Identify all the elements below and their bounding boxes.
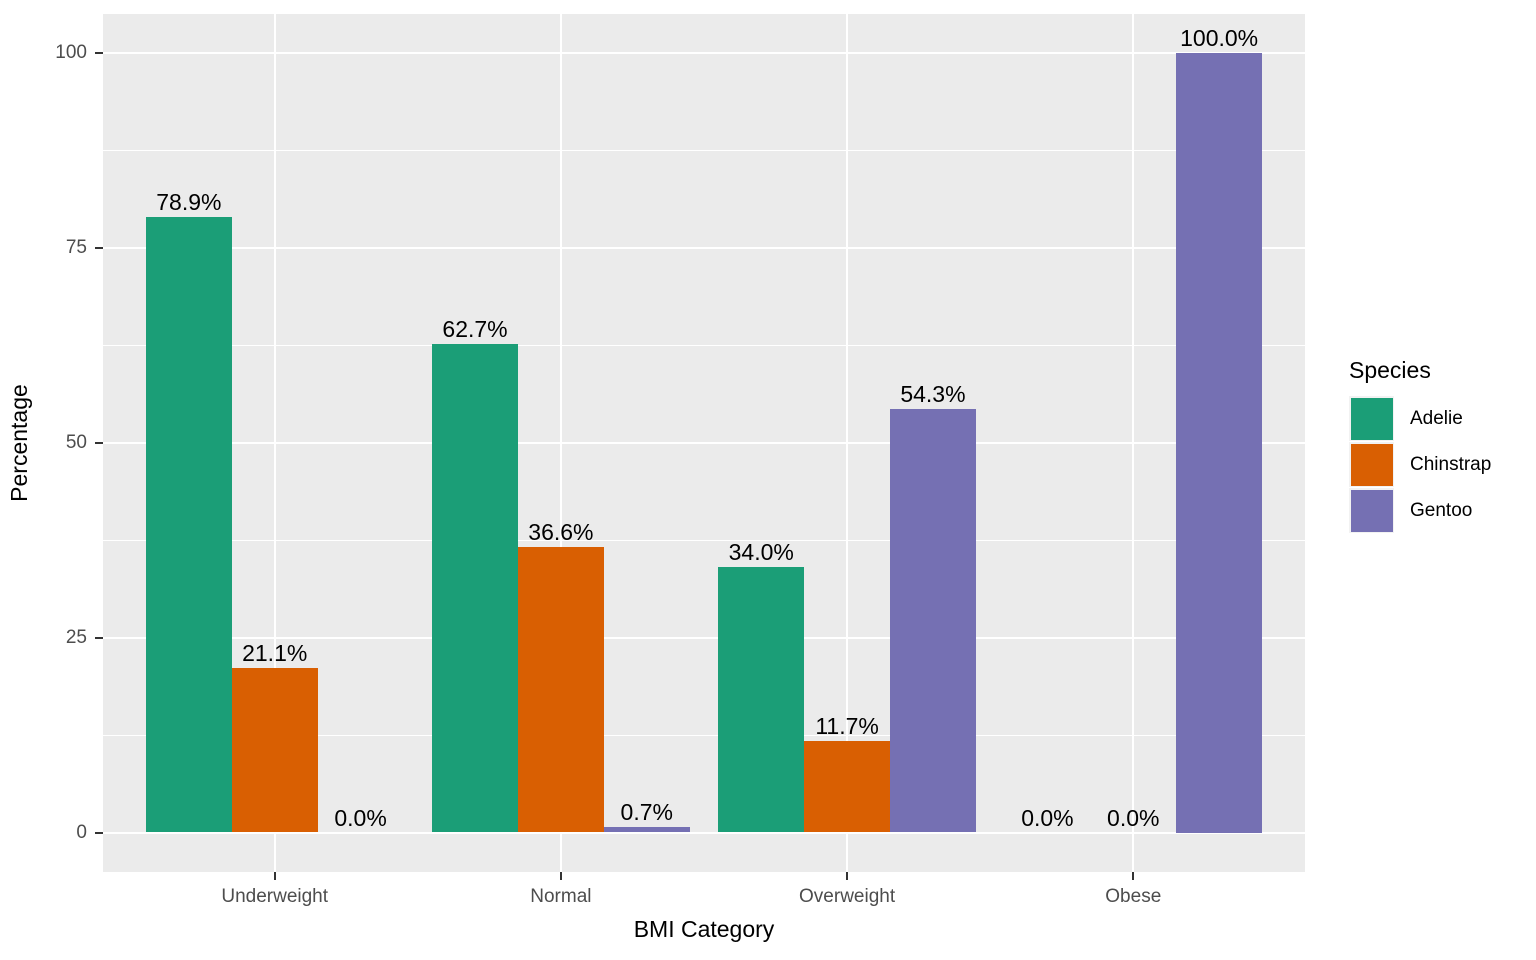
bar-gentoo-obese xyxy=(1176,53,1263,833)
bar-value-label-chinstrap-obese: 0.0% xyxy=(1107,804,1160,831)
bar-value-label-adelie-normal: 62.7% xyxy=(442,315,508,342)
legend-label-adelie: Adelie xyxy=(1410,407,1463,429)
gridline-major-horizontal xyxy=(103,52,1305,54)
bar-gentoo-overweight xyxy=(890,409,976,833)
bar-value-label-adelie-obese: 0.0% xyxy=(1021,804,1074,831)
legend-item-chinstrap: Chinstrap xyxy=(1349,442,1491,487)
bar-value-label-chinstrap-underweight: 21.1% xyxy=(242,640,308,667)
gridline-major-horizontal xyxy=(103,441,1305,444)
gridline-minor-horizontal xyxy=(103,344,1305,346)
bar-chinstrap-overweight xyxy=(804,741,890,833)
bar-value-label-chinstrap-overweight: 11.7% xyxy=(815,713,879,740)
legend-swatch-chinstrap xyxy=(1350,443,1393,486)
y-tick-mark xyxy=(95,246,103,249)
x-tick-label: Obese xyxy=(1105,886,1162,907)
legend-item-adelie: Adelie xyxy=(1349,396,1491,441)
bar-value-label-gentoo-normal: 0.7% xyxy=(620,799,673,826)
x-tick-mark xyxy=(846,872,849,880)
legend-label-chinstrap: Chinstrap xyxy=(1410,453,1492,475)
gridline-minor-horizontal xyxy=(103,149,1305,151)
legend-items: Adelie Chinstrap Gentoo xyxy=(1349,396,1491,533)
bar-value-label-gentoo-obese: 100.0% xyxy=(1180,25,1259,51)
legend-label-gentoo: Gentoo xyxy=(1410,499,1473,521)
x-axis-title: BMI Category xyxy=(633,916,775,942)
y-tick-mark xyxy=(95,441,103,444)
y-tick-label: 25 xyxy=(65,626,87,648)
legend-title: Species xyxy=(1349,357,1431,383)
y-tick-label: 0 xyxy=(76,821,87,843)
gridline-major-vertical xyxy=(559,14,562,872)
bar-value-label-gentoo-overweight: 54.3% xyxy=(900,381,966,408)
bar-gentoo-normal xyxy=(603,827,690,833)
legend-key xyxy=(1349,488,1394,533)
legend-item-gentoo: Gentoo xyxy=(1349,488,1491,533)
gridline-minor-horizontal xyxy=(103,734,1305,736)
gridline-major-horizontal xyxy=(103,831,1305,834)
x-tick-mark xyxy=(559,872,562,880)
y-tick-mark xyxy=(95,636,103,639)
x-tick-mark xyxy=(1132,872,1135,880)
x-tick-mark xyxy=(273,872,276,880)
x-tick-label: Underweight xyxy=(221,886,329,907)
gridline-major-horizontal xyxy=(103,636,1305,639)
bar-value-label-adelie-overweight: 34.0% xyxy=(728,539,794,566)
gridline-minor-horizontal xyxy=(103,539,1305,541)
gridline-major-vertical xyxy=(1132,14,1135,872)
gridline-major-vertical xyxy=(273,14,276,872)
y-tick-mark xyxy=(95,52,103,54)
legend-key xyxy=(1349,396,1394,441)
legend-key xyxy=(1349,442,1394,487)
y-tick-label: 100 xyxy=(55,42,87,63)
y-tick-mark xyxy=(95,831,103,834)
legend-swatch-gentoo xyxy=(1350,489,1393,532)
bar-chinstrap-normal xyxy=(517,547,604,833)
x-tick-label: Normal xyxy=(530,886,592,907)
x-tick-label: Overweight xyxy=(799,886,896,907)
bar-adelie-normal xyxy=(432,343,518,833)
legend-swatch-adelie xyxy=(1350,397,1393,440)
bar-value-label-adelie-underweight: 78.9% xyxy=(156,189,222,216)
y-tick-label: 50 xyxy=(65,431,87,453)
bar-adelie-underweight xyxy=(145,217,232,833)
bar-value-label-chinstrap-normal: 36.6% xyxy=(528,519,594,546)
y-tick-label: 75 xyxy=(65,236,87,258)
bar-chinstrap-underweight xyxy=(231,668,318,833)
bar-value-label-gentoo-underweight: 0.0% xyxy=(334,804,387,831)
bar-adelie-overweight xyxy=(718,567,805,833)
gridline-major-horizontal xyxy=(103,246,1305,249)
legend: Species Adelie Chinstrap Gentoo xyxy=(1349,357,1491,534)
gridline-major-vertical xyxy=(846,14,849,872)
